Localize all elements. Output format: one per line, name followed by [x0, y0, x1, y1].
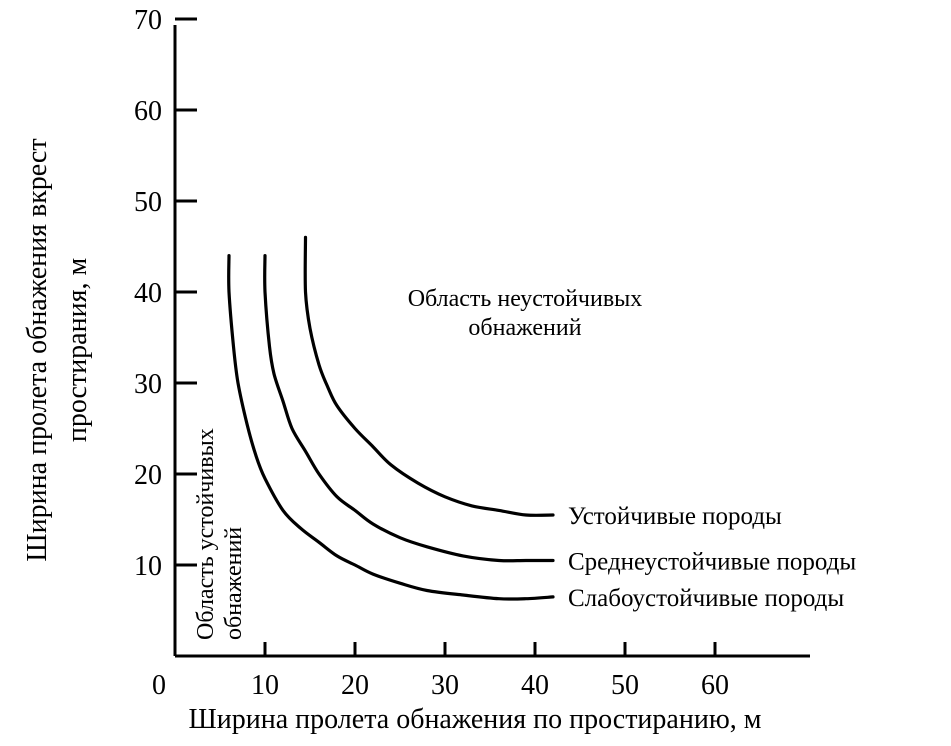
x-tick-label: 0: [152, 670, 166, 701]
stable-region-line-2: обнажений: [221, 527, 247, 640]
series-label-stable: Устойчивые породы: [568, 503, 782, 530]
x-ticks: 0 10 20 30 40 50 60: [152, 642, 729, 701]
y-ticks: 10 20 30 40 50 60 70: [134, 5, 197, 582]
axes: [173, 25, 810, 658]
x-tick-label: 60: [701, 670, 729, 701]
unstable-region-line-1: Область неустойчивых: [408, 286, 643, 312]
series-curve-weak: [227, 254, 555, 601]
y-tick-label: 70: [134, 5, 162, 36]
y-axis-title: Ширина пролета обнажения вкрест простира…: [22, 138, 93, 561]
stable-region-line-1: Область устойчивых: [193, 428, 219, 640]
y-axis-title-line-1: Ширина пролета обнажения вкрест: [22, 138, 53, 561]
x-tick-label: 30: [431, 670, 459, 701]
x-tick-label: 20: [341, 670, 369, 701]
x-axis-title: Ширина пролета обнажения по простиранию,…: [189, 704, 762, 735]
stable-region-label: Область устойчивых обнажений: [193, 428, 247, 640]
x-tick-label: 40: [521, 670, 549, 701]
x-tick-label: 10: [251, 670, 279, 701]
y-tick-label: 30: [134, 369, 162, 400]
series-label-medium: Среднеустойчивые породы: [568, 548, 856, 575]
y-tick-label: 50: [134, 187, 162, 218]
y-tick-label: 60: [134, 96, 162, 127]
series-label-weak: Слабоустойчивые породы: [568, 585, 844, 612]
y-tick-label: 40: [134, 278, 162, 309]
y-axis-title-line-2: простирания, м: [62, 258, 93, 443]
series-curve-stable: [303, 235, 555, 517]
series-curve-medium: [263, 254, 555, 563]
y-tick-label: 20: [134, 460, 162, 491]
unstable-region-line-2: обнажений: [468, 315, 581, 341]
series-curves: [227, 235, 555, 601]
y-tick-label: 10: [134, 551, 162, 582]
unstable-region-label: Область неустойчивых обнажений: [408, 286, 643, 341]
series-labels: Устойчивые породы Среднеустойчивые породы…: [568, 503, 856, 612]
x-tick-label: 50: [611, 670, 639, 701]
